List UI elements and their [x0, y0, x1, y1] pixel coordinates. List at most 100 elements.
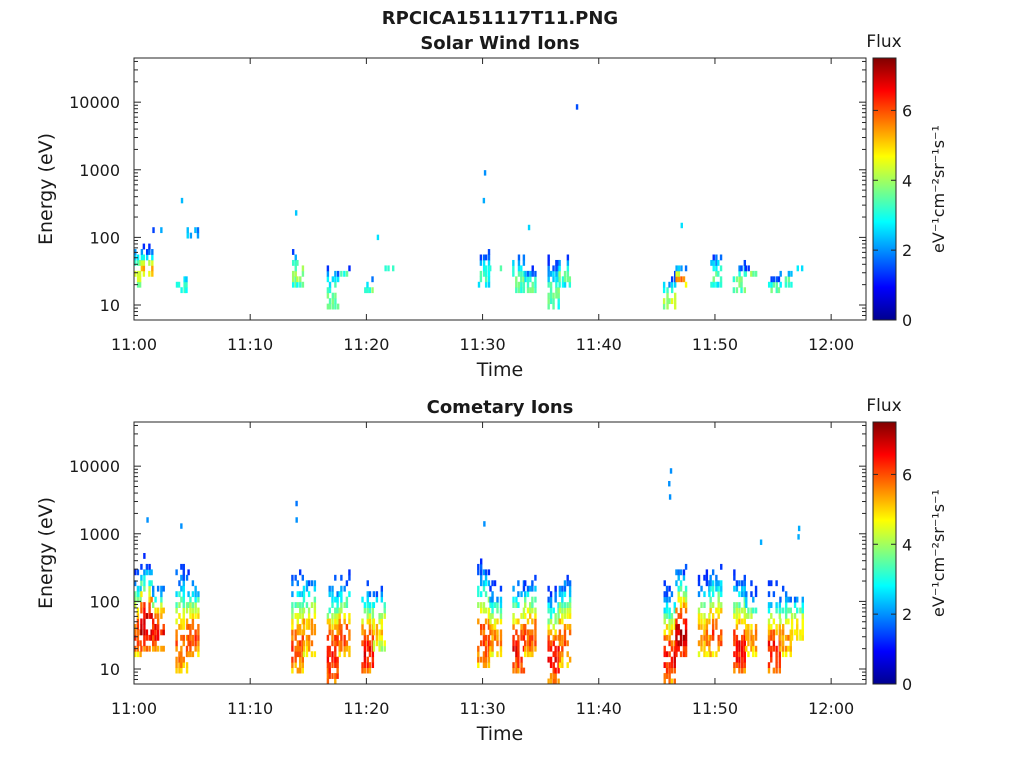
spectrogram-cell	[557, 678, 560, 684]
spectrogram-cell	[291, 270, 295, 277]
spectrogram-cell	[796, 623, 799, 630]
spectrogram-cell	[484, 265, 488, 272]
colorbar	[872, 421, 897, 685]
spectrogram-cell	[331, 596, 334, 603]
spectrogram-cell	[801, 629, 804, 636]
spectrogram-cell	[799, 607, 802, 614]
spectrogram-cell	[738, 613, 741, 619]
spectrogram-point	[376, 234, 380, 241]
spectrogram-cell	[517, 591, 520, 598]
spectrogram-cell	[482, 265, 486, 272]
spectrogram-cell	[531, 629, 534, 636]
spectrogram-cell	[301, 662, 304, 669]
spectrogram-cell	[563, 629, 567, 636]
spectrogram-cell	[549, 591, 553, 598]
spectrogram-cell	[552, 607, 555, 614]
spectrogram-point	[146, 517, 149, 523]
spectrogram-cell	[767, 281, 771, 288]
spectrogram-cell	[700, 585, 703, 592]
spectrogram-cell	[515, 651, 518, 658]
spectrogram-cell	[715, 281, 718, 288]
spectrogram-cell	[772, 276, 776, 283]
spectrogram-cell	[298, 623, 302, 630]
spectrogram-cell	[679, 585, 683, 592]
spectrogram-cell	[557, 607, 560, 614]
y-tick-label: 100	[89, 228, 120, 247]
spectrogram-cell	[745, 623, 748, 630]
spectrogram-cell	[552, 265, 555, 272]
spectrogram-cell	[700, 634, 703, 641]
spectrogram-cell	[484, 662, 488, 669]
spectrogram-cell	[677, 574, 680, 581]
spectrogram-cell	[787, 281, 791, 288]
spectrogram-cell	[143, 553, 146, 559]
spectrogram-cell	[484, 270, 488, 277]
spectrogram-cell	[180, 563, 183, 570]
spectrogram-cell	[741, 656, 744, 663]
spectrogram-cell	[738, 640, 741, 647]
spectrogram-cell	[361, 596, 364, 603]
spectrogram-cell	[547, 634, 550, 641]
spectrogram-cell	[294, 656, 297, 663]
spectrogram-cell	[781, 645, 785, 652]
spectrogram-cell	[743, 287, 747, 294]
spectrogram-cell	[331, 292, 335, 299]
spectrogram-cell	[717, 645, 720, 652]
spectrogram-cell	[767, 580, 771, 587]
spectrogram-cell	[665, 596, 669, 603]
spectrogram-cell	[534, 596, 537, 603]
spectrogram-cell	[520, 270, 523, 277]
spectrogram-cell	[491, 645, 494, 652]
spectrogram-cell	[520, 613, 523, 619]
spectrogram-cell	[152, 585, 155, 592]
spectrogram-cell	[484, 574, 488, 581]
spectrogram-cell	[152, 629, 155, 636]
spectrogram-cell	[305, 640, 309, 647]
spectrogram-cell	[301, 270, 305, 277]
spectrogram-cell	[775, 580, 778, 587]
spectrogram-cell	[326, 287, 330, 294]
spectrogram-cell	[380, 618, 384, 625]
spectrogram-cell	[487, 569, 491, 576]
spectrogram-cell	[331, 662, 334, 669]
spectrogram-cell	[517, 287, 521, 294]
spectrogram-cell	[296, 640, 299, 647]
spectrogram-cell	[310, 629, 314, 636]
spectrogram-cell	[187, 569, 190, 576]
spectrogram-cell	[561, 602, 564, 608]
spectrogram-cell	[679, 651, 683, 658]
spectrogram-cell	[750, 623, 753, 630]
spectrogram-cell	[709, 651, 712, 658]
spectrogram-cell	[331, 298, 335, 305]
spectrogram-cell	[489, 629, 492, 636]
spectrogram-cell	[182, 656, 185, 663]
spectrogram-cell	[336, 270, 340, 277]
spectrogram-cell	[499, 629, 503, 636]
spectrogram-cell	[182, 640, 185, 647]
spectrogram-cell	[517, 281, 521, 288]
spectrogram-cell	[668, 634, 671, 641]
spectrogram-cell	[160, 596, 163, 603]
spectrogram-cell	[743, 634, 746, 641]
spectrogram-cell	[334, 613, 337, 619]
spectrogram-cell	[128, 640, 130, 646]
spectrogram-cell	[128, 602, 130, 608]
spectrogram-cell	[156, 618, 160, 625]
spectrogram-cell	[549, 596, 553, 603]
spectrogram-cell	[517, 580, 520, 587]
spectrogram-cell	[186, 232, 189, 239]
spectrogram-cell	[189, 629, 192, 636]
spectrogram-cell	[531, 270, 534, 277]
spectrogram-cell	[700, 623, 703, 630]
spectrogram-cell	[150, 569, 153, 576]
spectrogram-cell	[531, 596, 534, 603]
spectrogram-cell	[745, 613, 748, 619]
spectrogram-cell	[336, 618, 339, 625]
spectrogram-cell	[477, 645, 480, 652]
spectrogram-cell	[670, 656, 674, 663]
spectrogram-cell	[703, 640, 706, 647]
spectrogram-cell	[705, 580, 709, 587]
spectrogram-cell	[534, 270, 537, 277]
spectrogram-cell	[665, 662, 669, 669]
